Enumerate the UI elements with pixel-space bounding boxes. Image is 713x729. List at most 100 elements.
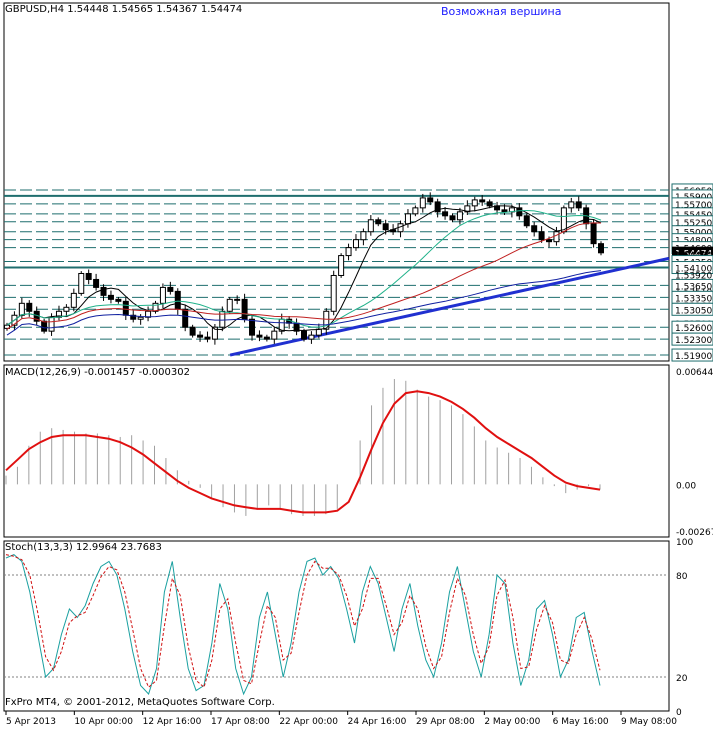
- candle-body: [159, 286, 166, 304]
- candle-body: [115, 298, 122, 302]
- candle-body: [26, 302, 33, 312]
- candle-body: [360, 231, 367, 241]
- candle-body: [434, 201, 441, 213]
- candle-body: [18, 302, 25, 316]
- candle-body: [375, 219, 382, 225]
- current-price-box: [672, 246, 713, 259]
- moving-average-blue: [6, 270, 602, 336]
- price-label-box: [671, 332, 713, 346]
- candle-body: [598, 243, 604, 254]
- stoch-y-label: 100: [676, 538, 693, 548]
- candle-body: [48, 316, 55, 332]
- price-label: 1.55250: [675, 219, 712, 229]
- candle-body: [442, 211, 449, 217]
- main-frame: [3, 2, 670, 362]
- candle-body: [41, 320, 48, 332]
- candle-body: [575, 201, 582, 209]
- price-label: 1.55700: [675, 201, 712, 211]
- candle-body: [464, 205, 471, 213]
- candle-body: [330, 274, 337, 312]
- candle-body: [538, 231, 545, 241]
- candle-body: [174, 290, 181, 310]
- macd-title: MACD(12,26,9) -0.001457 -0.000302: [5, 367, 190, 378]
- macd-y-label: -0.00267: [676, 528, 713, 538]
- x-tick-label: 24 Apr 16:00: [348, 717, 407, 727]
- candle-body: [308, 334, 315, 340]
- candle-body: [419, 197, 426, 209]
- footer-copyright: FxPro MT4, © 2001-2012, MetaQuotes Softw…: [5, 697, 275, 708]
- candle-body: [122, 300, 129, 316]
- candle-body: [249, 318, 256, 336]
- price-label: 1.53350: [675, 294, 712, 304]
- candle-body: [523, 215, 530, 227]
- candle-body: [271, 330, 278, 340]
- moving-average-red: [6, 222, 602, 330]
- x-tick-label: 12 Apr 16:00: [143, 717, 202, 727]
- price-label-current: 1.54474: [675, 250, 712, 260]
- moving-average-black: [6, 205, 602, 332]
- candle-body: [301, 330, 307, 340]
- candle-body: [197, 334, 204, 338]
- x-tick-label: 10 Apr 00:00: [74, 717, 133, 727]
- candle-body: [93, 278, 100, 288]
- stoch-k-line: [5, 554, 601, 696]
- candle-body: [546, 239, 553, 243]
- candle-body: [137, 316, 144, 320]
- candle-body: [531, 225, 538, 233]
- candle-body: [553, 231, 560, 243]
- candle-body: [412, 207, 419, 215]
- candle-body: [204, 336, 211, 340]
- stoch-frame: [3, 540, 670, 712]
- stoch-title: Stoch(13,3,3) 12.9964 23.7683: [5, 542, 162, 553]
- candle-body: [590, 223, 597, 245]
- price-label: 1.53920: [675, 272, 712, 282]
- candle-body: [471, 199, 478, 207]
- candle-body: [427, 197, 434, 203]
- price-label: 1.53650: [675, 282, 712, 292]
- price-label: 1.52300: [675, 336, 712, 346]
- candle-body: [367, 219, 374, 233]
- candle-body: [107, 294, 114, 300]
- candle-body: [479, 199, 486, 203]
- stoch-y-label: 80: [676, 572, 688, 582]
- stoch-y-label: 0: [676, 708, 682, 718]
- annotation-possible-top: Возможная вершина: [441, 5, 562, 18]
- x-tick-label: 5 Apr 2013: [6, 717, 56, 727]
- x-tick-label: 22 Apr 00:00: [279, 717, 338, 727]
- macd-y-label: 0.00: [676, 481, 696, 491]
- candle-body: [63, 306, 70, 312]
- candle-body: [352, 239, 359, 249]
- x-tick-label: 9 May 08:00: [621, 717, 677, 727]
- candle-body: [219, 310, 226, 328]
- candle-body: [100, 286, 107, 296]
- candle-body: [182, 308, 189, 328]
- candle-body: [263, 336, 270, 340]
- macd-signal-line: [5, 390, 601, 514]
- candle-body: [167, 286, 174, 292]
- candle-body: [338, 255, 345, 276]
- candle-body: [456, 211, 463, 221]
- candle-body: [345, 247, 352, 257]
- candle-body: [315, 328, 322, 336]
- stoch-d-line: [5, 554, 601, 689]
- candle-body: [501, 209, 508, 213]
- x-tick-label: 17 Apr 08:00: [211, 717, 270, 727]
- candle-body: [382, 223, 389, 231]
- x-tick-label: 2 May 00:00: [484, 717, 540, 727]
- price-label: 1.51900: [675, 352, 712, 362]
- candle-body: [211, 326, 218, 340]
- price-label: 1.52600: [675, 324, 712, 334]
- macd-y-label: 0.006448: [676, 368, 713, 378]
- candle-body: [256, 334, 263, 338]
- candle-body: [560, 207, 567, 233]
- candle-body: [226, 298, 233, 312]
- moving-average-green: [6, 209, 602, 328]
- candle-body: [449, 215, 456, 221]
- candle-body: [568, 201, 575, 209]
- candle-body: [234, 298, 241, 301]
- candle-body: [85, 272, 92, 280]
- price-label: 1.53050: [675, 306, 712, 316]
- candle-body: [130, 314, 137, 320]
- price-label-box: [671, 261, 713, 275]
